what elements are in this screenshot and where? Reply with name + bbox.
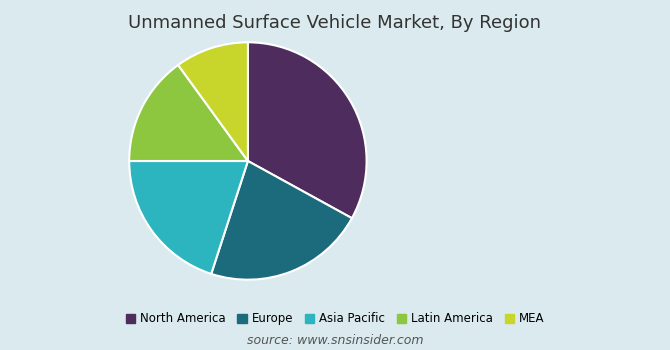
Wedge shape bbox=[178, 42, 248, 161]
Polygon shape bbox=[271, 143, 331, 220]
Text: source: www.snsinsider.com: source: www.snsinsider.com bbox=[247, 334, 423, 346]
Text: Unmanned Surface Vehicle Market, By Region: Unmanned Surface Vehicle Market, By Regi… bbox=[129, 14, 541, 32]
Wedge shape bbox=[129, 65, 248, 161]
Legend: North America, Europe, Asia Pacific, Latin America, MEA: North America, Europe, Asia Pacific, Lat… bbox=[121, 308, 549, 330]
Wedge shape bbox=[248, 42, 366, 218]
Wedge shape bbox=[129, 161, 248, 274]
Wedge shape bbox=[211, 161, 352, 280]
Polygon shape bbox=[165, 119, 212, 209]
